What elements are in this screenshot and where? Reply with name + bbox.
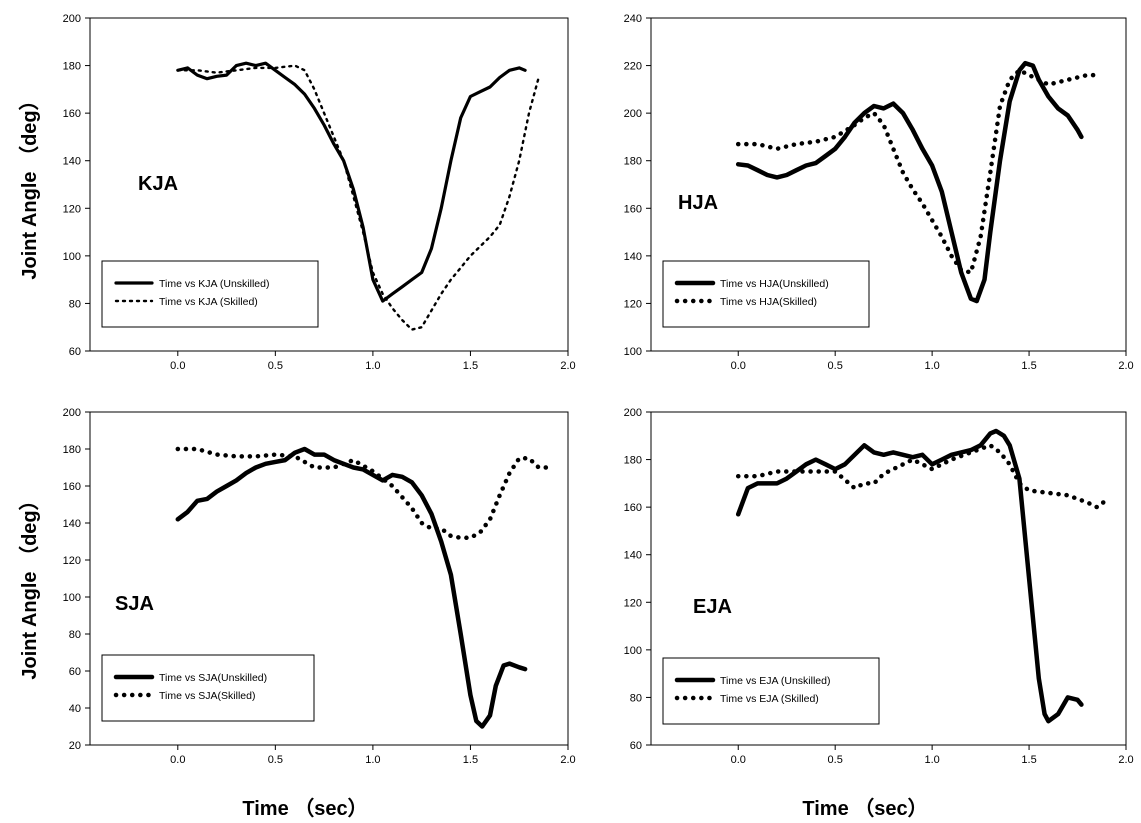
kja-series-unskilled-line xyxy=(176,61,527,303)
hja-plot-frame xyxy=(650,17,1127,352)
x-tick-label: 2.0 xyxy=(560,360,575,372)
y-tick-label: 40 xyxy=(69,703,81,715)
eja-legend: Time vs EJA (Unskilled) Time vs EJA (Skil… xyxy=(662,657,880,725)
y-tick-label: 80 xyxy=(69,629,81,641)
x-tick-label: 0.5 xyxy=(268,360,283,372)
y-tick-label: 140 xyxy=(624,550,642,562)
x-tick-label: 1.0 xyxy=(365,754,380,766)
legend-entry-label: Time vs KJA (Skilled) xyxy=(159,296,258,308)
y-tick-label: 120 xyxy=(63,203,81,215)
x-tick-label: 0.0 xyxy=(731,360,746,372)
x-tick-label: 0.5 xyxy=(828,754,843,766)
y-tick-label: 180 xyxy=(63,61,81,73)
sja-series-skilled-line xyxy=(175,446,551,541)
x-tick-label: 1.0 xyxy=(924,754,939,766)
eja-plot-frame xyxy=(650,411,1127,746)
x-tick-label: 1.5 xyxy=(463,360,478,372)
y-tick-label: 100 xyxy=(63,592,81,604)
legend-box xyxy=(101,260,319,328)
y-tick-label: 160 xyxy=(624,203,642,215)
y-tick-label: 80 xyxy=(69,298,81,310)
legend-box xyxy=(662,657,880,725)
x-tick-label: 2.0 xyxy=(1118,360,1133,372)
y-tick-label: 160 xyxy=(624,502,642,514)
sja-panel-label: SJA xyxy=(115,593,154,615)
y-tick-label: 140 xyxy=(63,156,81,168)
y-axis-title-bottom: Joint Angle （deg） xyxy=(18,490,41,679)
kja-plot-frame xyxy=(89,17,569,352)
kja-panel: 60 80 100 120 140 160 180 200 0.0 0.5 1.0 1.5 2.0 KJA… xyxy=(63,13,576,372)
y-tick-label: 220 xyxy=(624,61,642,73)
y-tick-label: 140 xyxy=(63,518,81,530)
x-tick-label: 2.0 xyxy=(560,754,575,766)
sja-legend: Time vs SJA(Unskilled) Time vs SJA(Skille… xyxy=(101,654,315,722)
y-tick-label: 20 xyxy=(69,740,81,752)
eja-series-skilled-line xyxy=(735,443,1109,510)
legend-entry-label: Time vs HJA(Unskilled) xyxy=(720,278,829,290)
y-tick-label: 60 xyxy=(69,666,81,678)
x-tick-label: 0.5 xyxy=(268,754,283,766)
y-tick-label: 100 xyxy=(63,251,81,263)
x-tick-label: 2.0 xyxy=(1118,754,1133,766)
hja-panel-label: HJA xyxy=(678,192,718,214)
kja-series-skilled-line xyxy=(176,64,540,331)
y-axis-title-top: Joint Angle （deg） xyxy=(18,90,41,279)
x-tick-label: 0.0 xyxy=(731,754,746,766)
y-tick-label: 240 xyxy=(624,13,642,25)
kja-legend: Time vs KJA (Unskilled) Time vs KJA (Skil… xyxy=(101,260,319,328)
eja-panel: 60 80 100 120 140 160 180 200 0.0 0.5 1.0 1.5 2.0 EJA… xyxy=(624,407,1134,766)
hja-series-unskilled-line xyxy=(735,60,1084,304)
eja-panel-label: EJA xyxy=(693,596,732,618)
y-tick-label: 180 xyxy=(63,444,81,456)
kja-panel-label: KJA xyxy=(138,173,178,195)
y-tick-label: 200 xyxy=(624,407,642,419)
eja-series-unskilled-line xyxy=(735,428,1084,724)
y-tick-label: 160 xyxy=(63,481,81,493)
hja-legend: Time vs HJA(Unskilled) Time vs HJA(Skille… xyxy=(662,260,870,328)
legend-box xyxy=(662,260,870,328)
y-tick-label: 160 xyxy=(63,108,81,120)
legend-entry-label: Time vs EJA (Skilled) xyxy=(720,693,819,705)
y-tick-label: 60 xyxy=(69,346,81,358)
y-tick-label: 200 xyxy=(624,108,642,120)
y-tick-label: 100 xyxy=(624,346,642,358)
y-tick-label: 120 xyxy=(624,597,642,609)
x-tick-label: 1.0 xyxy=(924,360,939,372)
x-axis-title-left: Time （sec） xyxy=(242,797,367,820)
y-tick-label: 100 xyxy=(624,645,642,657)
y-tick-label: 180 xyxy=(624,156,642,168)
sja-panel: 20 40 60 80 100 120 140 160 180 200 0.0 0.5 1.0 1.5 2.… xyxy=(63,407,576,766)
y-tick-label: 140 xyxy=(624,251,642,263)
sja-series-unskilled-line xyxy=(175,446,528,729)
y-tick-label: 120 xyxy=(624,298,642,310)
x-tick-label: 1.0 xyxy=(365,360,380,372)
legend-box xyxy=(101,654,315,722)
y-tick-label: 200 xyxy=(63,407,81,419)
legend-entry-label: Time vs SJA(Skilled) xyxy=(159,690,255,702)
x-tick-label: 1.5 xyxy=(1021,754,1036,766)
legend-entry-label: Time vs HJA(Skilled) xyxy=(720,296,817,308)
y-tick-label: 180 xyxy=(624,455,642,467)
y-tick-label: 60 xyxy=(630,740,642,752)
x-axis-title-right: Time （sec） xyxy=(802,797,927,820)
hja-series-skilled-line xyxy=(735,68,1104,275)
x-tick-label: 0.0 xyxy=(170,360,185,372)
y-tick-label: 200 xyxy=(63,13,81,25)
x-tick-label: 0.0 xyxy=(170,754,185,766)
chart-panels: 60 80 100 120 140 160 180 200 0.0 0.5 1.0 1.5 2.0 KJA… xyxy=(63,13,1134,766)
legend-entry-label: Time vs KJA (Unskilled) xyxy=(159,278,269,290)
sja-plot-frame xyxy=(89,411,569,746)
y-tick-label: 120 xyxy=(63,555,81,567)
hja-panel: 100 120 140 160 180 200 220 240 0.0 0.5 1.0 1.5 2.0 H… xyxy=(624,13,1134,372)
x-tick-label: 1.5 xyxy=(463,754,478,766)
x-tick-label: 1.5 xyxy=(1021,360,1036,372)
legend-entry-label: Time vs SJA(Unskilled) xyxy=(159,672,267,684)
x-tick-label: 0.5 xyxy=(828,360,843,372)
y-tick-label: 80 xyxy=(630,692,642,704)
legend-entry-label: Time vs EJA (Unskilled) xyxy=(720,675,830,687)
